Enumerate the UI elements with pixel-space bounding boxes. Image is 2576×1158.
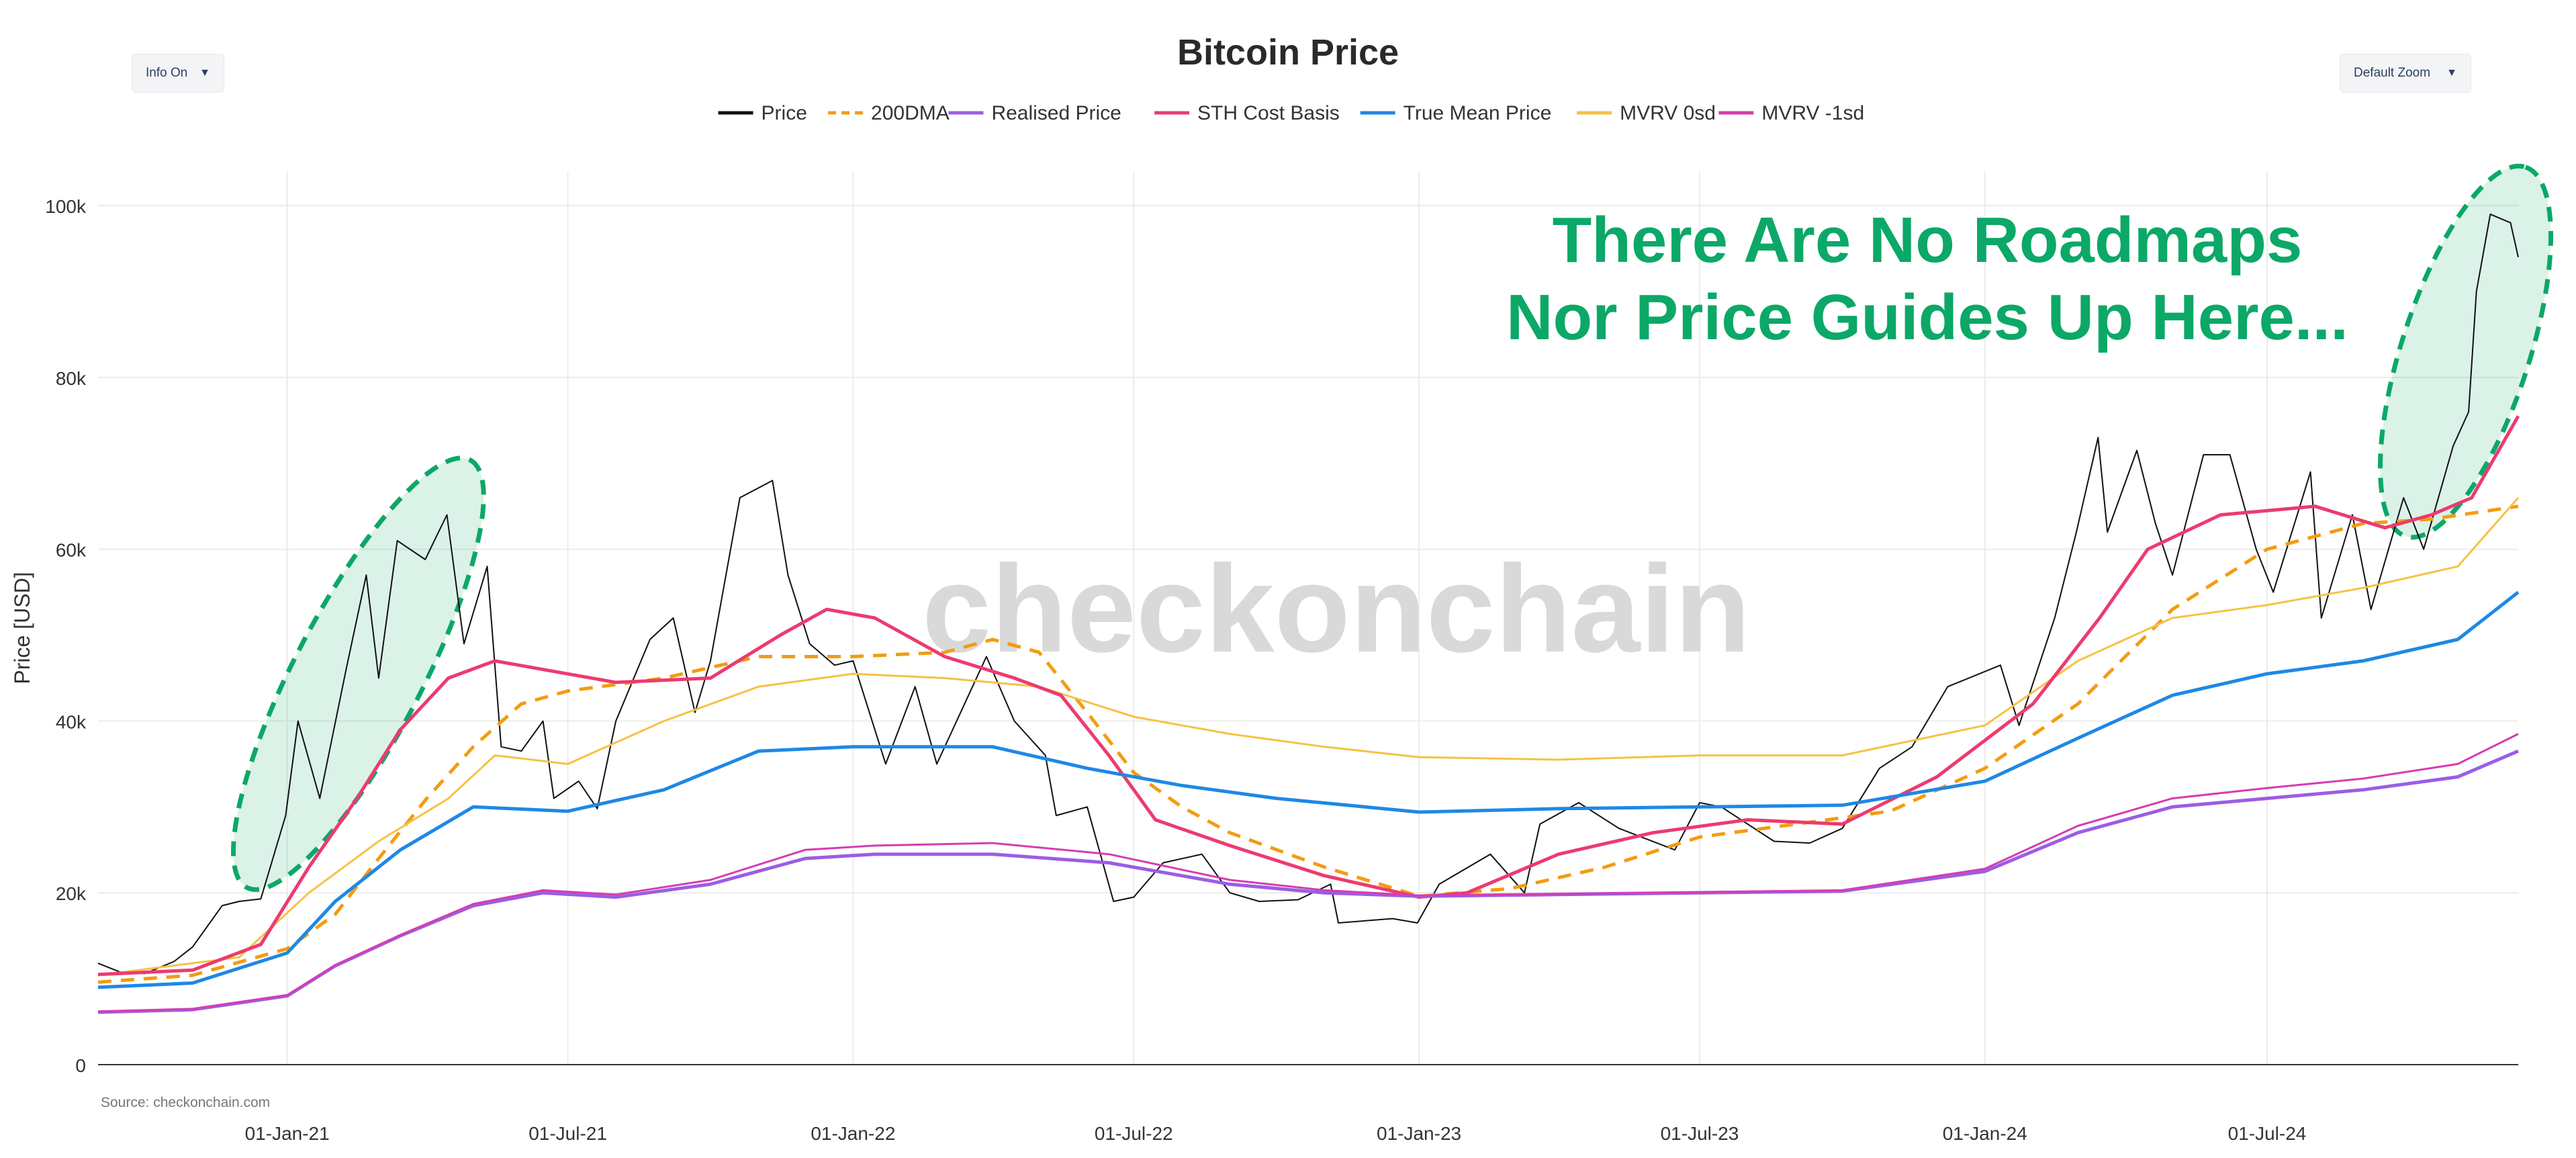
annotation-line-1: There Are No Roadmaps — [1553, 204, 2303, 276]
x-tick-label: 01-Jan-21 — [245, 1123, 330, 1144]
series-line-realised-price — [97, 749, 2519, 1014]
legend-item: Price — [718, 102, 807, 124]
legend-item: MVRV -1sd — [1718, 102, 1864, 124]
series-line-mvrv-0sd — [97, 497, 2520, 977]
axes: 0 20k 40k 60k 80k 100k 01-Jan-21 01-Jul-21 01-Ja… — [45, 196, 2518, 1144]
legend-item: Realised Price — [948, 102, 1121, 124]
info-toggle-dropdown[interactable]: Info On ▼ — [132, 54, 224, 93]
info-toggle-label: Info On — [146, 66, 188, 80]
zoom-label: Default Zoom — [2354, 66, 2431, 80]
y-tick-label: 0 — [75, 1055, 86, 1076]
legend-label: Price — [762, 102, 807, 124]
legend-item: MVRV 0sd — [1577, 102, 1716, 124]
highlight-ellipse — [2377, 163, 2554, 540]
zoom-dropdown[interactable]: Default Zoom ▼ — [2340, 54, 2471, 93]
legend-item: STH Cost Basis — [1154, 102, 1340, 124]
x-tick-label: 01-Jul-23 — [1661, 1123, 1739, 1144]
highlight-ellipse — [231, 455, 486, 892]
series-lines — [97, 213, 2520, 1014]
x-tick-label: 01-Jan-22 — [811, 1123, 895, 1144]
y-tick-label: 80k — [56, 368, 87, 389]
y-tick-label: 100k — [45, 196, 87, 217]
legend-label: True Mean Price — [1404, 102, 1552, 124]
legend-label: Realised Price — [991, 102, 1121, 124]
annotation-line-2: Nor Price Guides Up Here... — [1506, 281, 2348, 353]
legend-item: True Mean Price — [1360, 102, 1552, 124]
x-tick-label: 01-Jul-21 — [528, 1123, 607, 1144]
series-line-mvrv-1sd — [97, 733, 2519, 1013]
y-tick-label: 40k — [56, 711, 87, 732]
legend-label: MVRV 0sd — [1620, 102, 1716, 124]
x-tick-label: 01-Jul-22 — [1095, 1123, 1173, 1144]
highlight-ellipses — [231, 163, 2554, 892]
chart-title: Bitcoin Price — [1177, 32, 1399, 73]
y-tick-label: 20k — [56, 883, 87, 904]
series-line-price — [97, 213, 2519, 975]
watermark: checkonchain — [922, 540, 1751, 678]
legend-item: 200DMA — [828, 102, 950, 124]
series-line-200dma — [97, 504, 2519, 984]
x-tick-label: 01-Jul-24 — [2228, 1123, 2307, 1144]
x-tick-label: 01-Jan-24 — [1943, 1123, 2027, 1144]
legend-label: 200DMA — [871, 102, 950, 124]
chart-legend: Price 200DMA Realised Price STH Cost Basis T… — [718, 102, 1864, 124]
y-tick-label: 60k — [56, 540, 87, 561]
chevron-down-icon: ▼ — [199, 67, 210, 79]
legend-label: STH Cost Basis — [1197, 102, 1340, 124]
chevron-down-icon: ▼ — [2446, 67, 2457, 79]
source-text: Source: checkonchain.com — [101, 1095, 270, 1110]
legend-label: MVRV -1sd — [1761, 102, 1864, 124]
y-axis-label: Price [USD] — [10, 572, 34, 684]
series-line-true-mean-price — [97, 590, 2520, 989]
series-line-sth-cost-basis — [97, 415, 2520, 977]
x-tick-label: 01-Jan-23 — [1377, 1123, 1461, 1144]
